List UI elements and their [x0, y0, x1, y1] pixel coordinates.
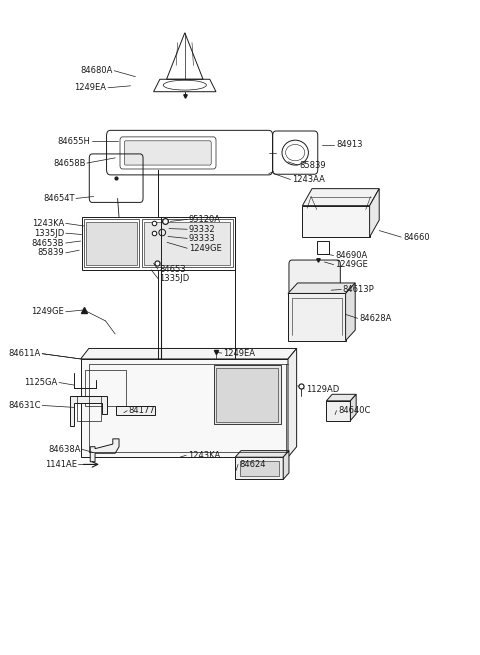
- Text: 84660: 84660: [403, 233, 430, 242]
- Bar: [116, 406, 155, 415]
- Bar: [85, 370, 126, 406]
- Text: 84177: 84177: [129, 406, 155, 415]
- Text: 1249EA: 1249EA: [74, 83, 107, 92]
- Polygon shape: [144, 222, 230, 265]
- Text: 84654T: 84654T: [43, 194, 74, 203]
- Text: 85839: 85839: [300, 160, 326, 170]
- Text: 84628A: 84628A: [359, 314, 391, 323]
- Text: 84680A: 84680A: [81, 66, 113, 75]
- Polygon shape: [302, 189, 379, 206]
- Text: 84640C: 84640C: [338, 406, 370, 415]
- Text: 84690A: 84690A: [335, 251, 367, 260]
- Polygon shape: [326, 394, 356, 401]
- Text: 84624: 84624: [240, 460, 266, 469]
- Text: 93332: 93332: [189, 225, 215, 234]
- Text: 84653B: 84653B: [32, 238, 64, 248]
- Text: 1335JD: 1335JD: [159, 274, 190, 283]
- Polygon shape: [70, 396, 107, 426]
- Text: 84655H: 84655H: [58, 137, 90, 146]
- Text: 1243KA: 1243KA: [188, 451, 220, 460]
- Polygon shape: [86, 222, 137, 265]
- Bar: [214, 365, 281, 424]
- Text: 1249GE: 1249GE: [189, 244, 221, 253]
- Polygon shape: [370, 189, 379, 237]
- Text: 1129AD: 1129AD: [306, 384, 339, 394]
- Text: 84658B: 84658B: [53, 159, 85, 168]
- Text: 84913: 84913: [336, 140, 362, 149]
- Text: 85839: 85839: [38, 248, 64, 257]
- Polygon shape: [326, 401, 350, 421]
- Bar: [317, 241, 329, 254]
- Text: 84653: 84653: [159, 265, 186, 274]
- Text: 1243AA: 1243AA: [292, 175, 324, 184]
- FancyBboxPatch shape: [289, 260, 340, 294]
- Text: 1249GE: 1249GE: [32, 307, 64, 316]
- Text: 1249EA: 1249EA: [223, 348, 255, 358]
- Text: 84611A: 84611A: [9, 349, 41, 358]
- Text: 95120A: 95120A: [189, 215, 221, 224]
- Polygon shape: [235, 457, 283, 479]
- Text: 1249GE: 1249GE: [335, 260, 368, 269]
- Polygon shape: [235, 451, 289, 457]
- Polygon shape: [302, 206, 370, 237]
- Polygon shape: [350, 394, 356, 421]
- Polygon shape: [288, 348, 297, 457]
- Polygon shape: [288, 283, 355, 293]
- Polygon shape: [283, 451, 289, 479]
- Bar: [240, 461, 279, 476]
- Text: 93333: 93333: [189, 234, 216, 243]
- Polygon shape: [288, 293, 346, 341]
- Text: 84613P: 84613P: [343, 285, 374, 294]
- Text: 1125GA: 1125GA: [24, 378, 58, 387]
- Text: 1243KA: 1243KA: [32, 219, 64, 228]
- Polygon shape: [90, 439, 119, 462]
- Polygon shape: [346, 283, 355, 341]
- Bar: [216, 368, 278, 422]
- Text: 84631C: 84631C: [8, 401, 41, 410]
- Polygon shape: [81, 359, 288, 457]
- FancyBboxPatch shape: [124, 141, 211, 165]
- Polygon shape: [81, 348, 297, 359]
- Text: 1335JD: 1335JD: [34, 229, 64, 238]
- Text: 84638A: 84638A: [48, 445, 81, 454]
- Text: 1141AE: 1141AE: [45, 460, 77, 469]
